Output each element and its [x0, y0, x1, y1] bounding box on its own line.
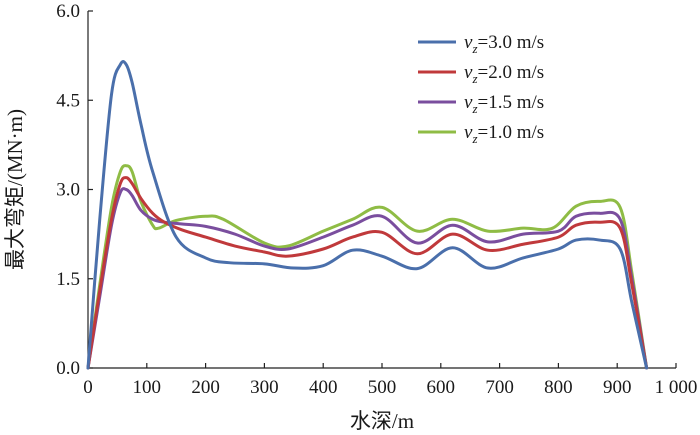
x-tick-label: 200 — [191, 377, 220, 398]
y-axis-title: 最大弯矩/(MN·m) — [3, 109, 27, 270]
y-tick-label: 1.5 — [56, 269, 80, 290]
legend-label: vz=1.0 m/s — [464, 122, 544, 146]
x-axis-ticks: 0 100 200 300 400 500 600 700 800 900 1 000 — [83, 363, 697, 398]
y-tick-label: 3.0 — [56, 180, 80, 201]
x-tick-label: 800 — [544, 377, 573, 398]
legend-label: vz=3.0 m/s — [464, 32, 544, 56]
series-line-2 — [86, 176, 649, 370]
y-tick-label: 6.0 — [56, 1, 80, 22]
x-tick-label: 500 — [368, 377, 397, 398]
series-line-4 — [86, 164, 649, 370]
x-axis-title: 水深/m — [350, 409, 414, 433]
x-tick-label: 400 — [309, 377, 338, 398]
series-line-3 — [86, 187, 649, 370]
axes — [87, 11, 676, 369]
x-tick-label: 100 — [133, 377, 162, 398]
legend-label: vz=2.0 m/s — [464, 62, 544, 86]
x-tick-label: 0 — [83, 377, 93, 398]
series-line-1 — [86, 60, 649, 370]
x-tick-label: 900 — [603, 377, 632, 398]
series-lines — [86, 60, 649, 370]
legend-item: vz=1.5 m/s — [418, 92, 544, 116]
x-tick-label: 600 — [427, 377, 456, 398]
legend: vz=3.0 m/s vz=2.0 m/s vz=1.5 m/s vz=1.0 m/s — [418, 32, 544, 146]
legend-item: vz=1.0 m/s — [418, 122, 544, 146]
x-tick-label: 1 000 — [655, 377, 698, 398]
legend-item: vz=2.0 m/s — [418, 62, 544, 86]
x-tick-label: 700 — [485, 377, 514, 398]
x-tick-label: 300 — [250, 377, 279, 398]
y-tick-label: 4.5 — [56, 90, 80, 111]
y-tick-label: 0.0 — [56, 358, 80, 379]
legend-item: vz=3.0 m/s — [418, 32, 544, 56]
legend-label: vz=1.5 m/s — [464, 92, 544, 116]
y-axis-ticks: 0.0 1.5 3.0 4.5 6.0 — [56, 1, 93, 379]
